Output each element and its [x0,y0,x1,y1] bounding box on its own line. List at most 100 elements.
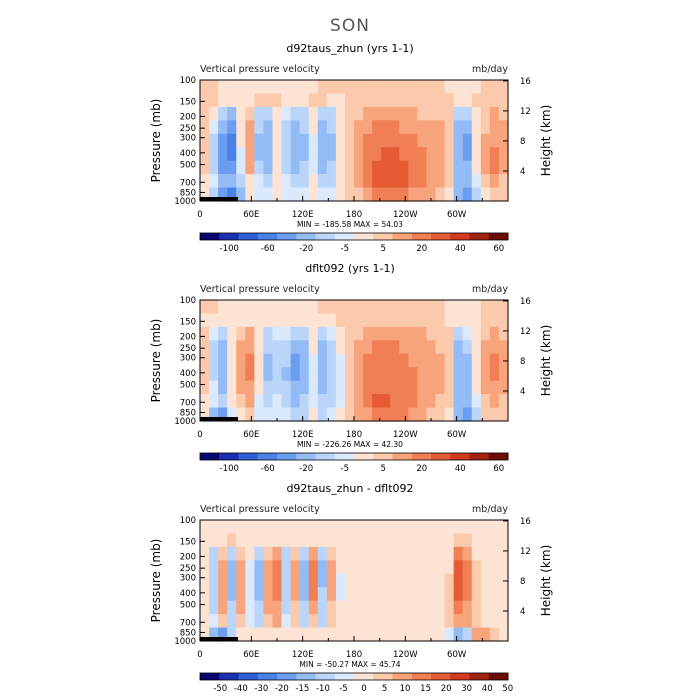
contour-cell [399,627,409,642]
contour-cell [426,147,437,162]
colorbar-swatch [315,673,336,680]
contour-cell [408,367,419,382]
contour-cell [390,367,400,382]
contour-cell [200,326,210,341]
contour-cell [281,407,292,422]
contour-cell [471,174,482,189]
stats-text: MIN = -226.26 MAX = 42.30 [297,440,403,449]
contour-cell [444,120,455,135]
contour-cell [299,587,310,602]
contour-cell [335,300,346,315]
contour-cell [453,160,464,175]
contour-cell [471,407,482,422]
contour-cell [363,600,373,615]
contour-cell [372,627,382,642]
contour-cell [471,367,482,382]
contour-cell [227,614,237,629]
contour-cell [245,313,255,328]
panel-right-string: mb/day [472,504,508,515]
contour-cell [444,627,455,642]
contour-cell [399,614,409,629]
contour-cell [200,80,210,95]
x-tick-label: 180 [346,210,362,220]
contour-cell [299,407,310,422]
contour-cell [399,313,409,328]
contour-cell [245,520,255,535]
contour-cell [218,187,228,202]
contour-cell [372,80,382,95]
contour-cell [426,106,437,121]
contour-cell [363,614,373,629]
contour-cell [344,546,355,561]
contour-cell [381,533,391,548]
contour-cell [498,394,509,409]
contour-cell [462,367,473,382]
contour-cell [317,546,328,561]
contour-cell [308,80,319,95]
contour-cell [435,560,446,575]
contour-cell [462,106,473,121]
contour-cell [254,546,265,561]
colorbar-label: -20 [299,244,313,254]
contour-cell [290,533,301,548]
colorbar-swatch [392,233,413,240]
contour-cell [245,627,255,642]
contour-cell [471,600,482,615]
contour-cell [290,380,301,395]
contour-cell [453,587,464,602]
x-tick-label: 120E [292,210,314,220]
contour-cell [489,600,500,615]
contour-cell [372,313,382,328]
contour-cell [471,627,482,642]
contour-cell [372,560,382,575]
contour-cell [426,353,437,368]
contour-cell [263,367,274,382]
y-tick-label: 500 [180,161,196,171]
contour-cell [344,300,355,315]
y-tick-label: 300 [180,354,196,364]
contour-cell [390,394,400,409]
y2-tick-label: 12 [520,107,531,117]
contour-cell [417,353,428,368]
contour-cell [335,313,346,328]
x-tick-label: 180 [346,430,362,440]
contour-cell [200,133,210,148]
contour-cell [236,340,246,355]
contour-cell [344,174,355,189]
y-tick-label: 150 [180,97,196,107]
contour-cell [390,380,400,395]
contour-cell [390,300,400,315]
topography-mask [200,637,238,641]
stats-text: MIN = -185.58 MAX = 54.03 [297,220,403,229]
contour-cell [335,187,346,202]
contour-cell [290,93,301,108]
contour-cell [480,546,491,561]
contour-cell [390,533,400,548]
contour-cell [480,326,491,341]
y-tick-label: 1000 [174,197,196,207]
contour-cell [354,120,364,135]
colorbar-swatch [219,233,239,240]
contour-cell [399,600,409,615]
contour-cell [471,546,482,561]
contour-cell [480,600,491,615]
contour-cell [408,326,419,341]
y2-tick-label: 4 [520,607,525,617]
contour-cell [326,80,337,95]
contour-cell [363,380,373,395]
contour-cell [218,614,228,629]
contour-cell [227,80,237,95]
colorbar: -50 -40 -30 -20 -15 -10 -5 0 5 10 15 20 30 40 50 [199,672,513,694]
contour-cell [209,313,219,328]
contour-cell [471,300,482,315]
contour-cell [471,106,482,121]
contour-cell [453,300,464,315]
x-tick-label: 120E [292,650,314,660]
contour-cell [209,187,219,202]
contour-cell [281,533,292,548]
contour-cell [489,340,500,355]
contour-cell [326,120,337,135]
contour-cell [363,627,373,642]
contour-cell [272,80,283,95]
colorbar-label: -5 [341,464,349,474]
